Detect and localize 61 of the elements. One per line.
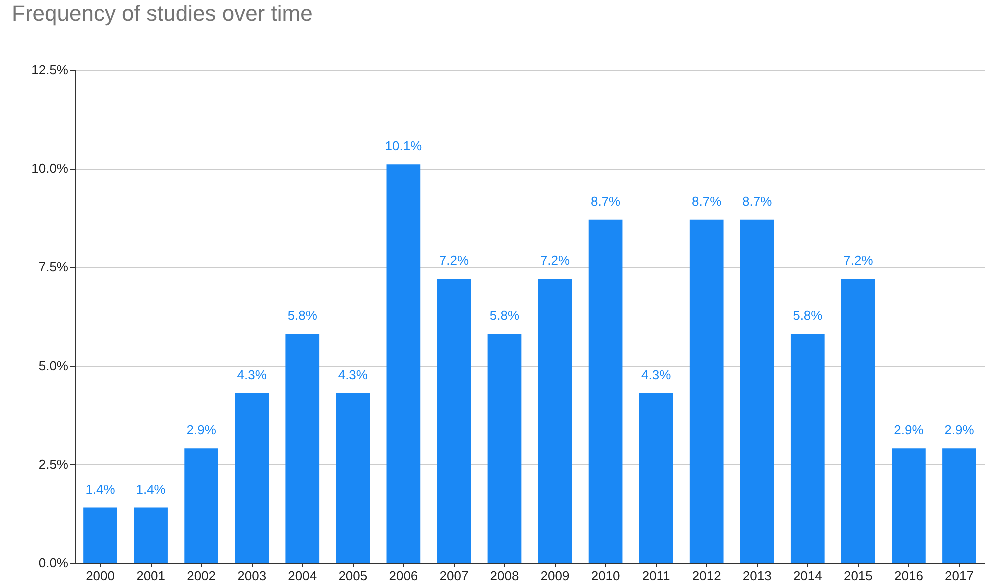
bar: [740, 220, 774, 563]
bar: [690, 220, 724, 563]
x-tick-label: 2006: [389, 568, 418, 584]
bar: [790, 334, 825, 563]
bar: [639, 393, 674, 563]
data-label: 5.8%: [490, 308, 520, 324]
data-label: 8.7%: [590, 194, 622, 209]
y-tick-label: 12.5%: [32, 62, 69, 78]
bar: [134, 508, 168, 563]
data-label: 1.4%: [136, 482, 166, 497]
bar: [538, 279, 572, 563]
x-tick-label: 2004: [288, 568, 318, 584]
y-tick-label: 0.0%: [38, 556, 69, 570]
data-label: 7.2%: [439, 253, 470, 268]
data-label: 2.9%: [944, 422, 975, 438]
data-label: 7.2%: [540, 253, 571, 268]
bar: [84, 508, 118, 563]
bar: [437, 279, 472, 563]
x-tick-label: 2009: [540, 568, 570, 584]
y-tick-label: 5.0%: [38, 358, 69, 374]
data-label: 8.7%: [692, 194, 722, 209]
bar: [336, 393, 370, 563]
bar: [235, 393, 270, 563]
bar: [892, 448, 926, 563]
x-tick-label: 2016: [894, 568, 924, 584]
data-label: 7.2%: [844, 253, 874, 268]
x-tick-label: 2003: [238, 568, 267, 584]
y-tick-label: 10.0%: [32, 161, 69, 176]
bar: [588, 220, 623, 563]
bar: [942, 448, 976, 563]
bar: [842, 279, 876, 563]
data-label: 5.8%: [793, 308, 824, 324]
x-tick-label: 2015: [844, 568, 873, 584]
data-label: 2.9%: [894, 422, 924, 438]
x-tick-label: 2002: [187, 568, 216, 584]
data-label: 5.8%: [288, 308, 318, 324]
bar: [184, 448, 218, 563]
x-tick-label: 2010: [591, 568, 620, 584]
x-tick-label: 2014: [793, 568, 822, 584]
chart-title: Frequency of studies over time: [12, 1, 313, 26]
x-tick-label: 2013: [742, 568, 772, 584]
bar: [286, 334, 320, 563]
data-label: 2.9%: [186, 422, 217, 438]
x-tick-label: 2008: [490, 568, 520, 584]
x-tick-label: 2001: [136, 568, 166, 584]
x-tick-label: 2012: [692, 568, 722, 584]
bar: [488, 334, 522, 563]
data-label: 10.1%: [385, 138, 423, 154]
x-tick-label: 2011: [642, 568, 670, 584]
bar: [386, 164, 421, 563]
y-tick-label: 2.5%: [38, 456, 69, 472]
x-tick-label: 2000: [86, 568, 115, 584]
data-label: 4.3%: [338, 367, 368, 382]
x-tick-label: 2005: [338, 568, 368, 584]
data-label: 4.3%: [642, 367, 672, 382]
x-tick-label: 2007: [440, 568, 469, 584]
data-label: 1.4%: [86, 482, 116, 497]
data-label: 4.3%: [237, 367, 268, 382]
y-tick-label: 7.5%: [38, 260, 69, 275]
x-tick-label: 2017: [945, 568, 974, 584]
data-label: 8.7%: [742, 194, 773, 209]
